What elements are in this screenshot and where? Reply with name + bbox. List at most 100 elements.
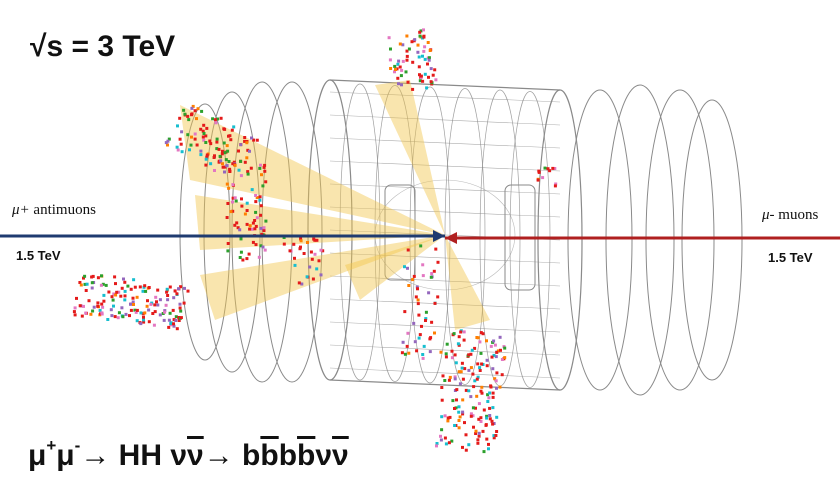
hit — [171, 308, 175, 312]
hit — [250, 188, 254, 192]
hit — [536, 178, 540, 182]
particle-hits — [72, 28, 558, 454]
hit — [463, 421, 466, 425]
hit — [83, 274, 87, 278]
hit — [147, 308, 151, 312]
hit — [114, 282, 117, 286]
hit — [319, 273, 323, 277]
hit — [84, 289, 88, 292]
hit — [416, 43, 420, 47]
hit — [245, 209, 249, 212]
right-beam-symbol: μ- — [762, 207, 775, 223]
hit — [400, 351, 404, 355]
hit — [254, 224, 258, 228]
jet-cone — [180, 105, 445, 235]
hit — [458, 415, 462, 419]
hit — [433, 331, 436, 335]
hit — [248, 149, 251, 153]
hit — [401, 59, 405, 63]
hit — [485, 437, 489, 441]
hit — [400, 68, 404, 72]
hit — [219, 159, 223, 163]
hit — [179, 309, 183, 313]
hit — [253, 219, 257, 222]
hit — [226, 202, 230, 205]
hit — [254, 194, 258, 197]
hit — [236, 226, 240, 230]
hit — [101, 305, 105, 309]
hit — [414, 295, 418, 299]
hit — [261, 245, 265, 249]
hit — [464, 448, 468, 452]
hit — [260, 173, 263, 177]
hit — [471, 406, 475, 410]
hit — [493, 377, 497, 381]
hit — [495, 350, 499, 354]
hit — [100, 302, 104, 306]
hit — [419, 74, 423, 78]
hit — [426, 41, 430, 44]
hit — [447, 378, 451, 382]
process-token: - — [74, 436, 81, 455]
process-token: μ — [28, 439, 47, 472]
hit — [133, 308, 137, 312]
hit — [123, 289, 127, 293]
hit — [425, 86, 429, 90]
hit — [212, 156, 216, 159]
hit — [117, 290, 121, 294]
hit — [494, 379, 498, 383]
hit — [263, 163, 267, 167]
hit — [213, 154, 216, 158]
hit — [195, 143, 199, 147]
hit — [469, 352, 473, 356]
hit — [107, 290, 111, 294]
hit — [245, 222, 249, 226]
hit — [411, 278, 415, 282]
hit — [100, 274, 103, 278]
hit — [96, 304, 100, 308]
hit — [163, 310, 167, 314]
barrel-stave — [329, 367, 561, 379]
hit — [152, 323, 156, 327]
hit — [234, 199, 238, 203]
hit — [226, 149, 230, 153]
hit — [126, 284, 130, 288]
hit — [78, 304, 82, 308]
hit — [221, 165, 225, 169]
hit — [418, 333, 422, 337]
hit — [221, 162, 224, 166]
hit — [413, 340, 417, 344]
hit — [302, 252, 306, 255]
hit — [469, 395, 473, 399]
hit — [489, 384, 493, 388]
hit — [178, 302, 182, 306]
hit — [498, 335, 502, 339]
hit — [223, 151, 227, 155]
hit — [102, 293, 106, 297]
hit — [453, 424, 457, 427]
hit — [202, 132, 206, 135]
hit — [251, 221, 255, 225]
hit — [464, 433, 468, 437]
hit — [430, 320, 434, 324]
hit — [452, 332, 456, 336]
hit — [204, 163, 208, 167]
hit — [151, 312, 155, 315]
hit — [237, 168, 241, 172]
hit — [475, 394, 479, 398]
hit — [420, 324, 423, 328]
hit — [186, 289, 190, 293]
hit — [300, 282, 304, 286]
hit — [104, 283, 108, 287]
hit — [260, 232, 264, 236]
hit — [310, 257, 314, 261]
hit — [175, 327, 179, 331]
hit — [443, 379, 447, 382]
hit — [453, 377, 457, 381]
hit — [110, 295, 114, 299]
hit — [453, 375, 457, 379]
hit — [175, 292, 179, 296]
hit — [411, 60, 415, 64]
hit — [208, 139, 212, 143]
